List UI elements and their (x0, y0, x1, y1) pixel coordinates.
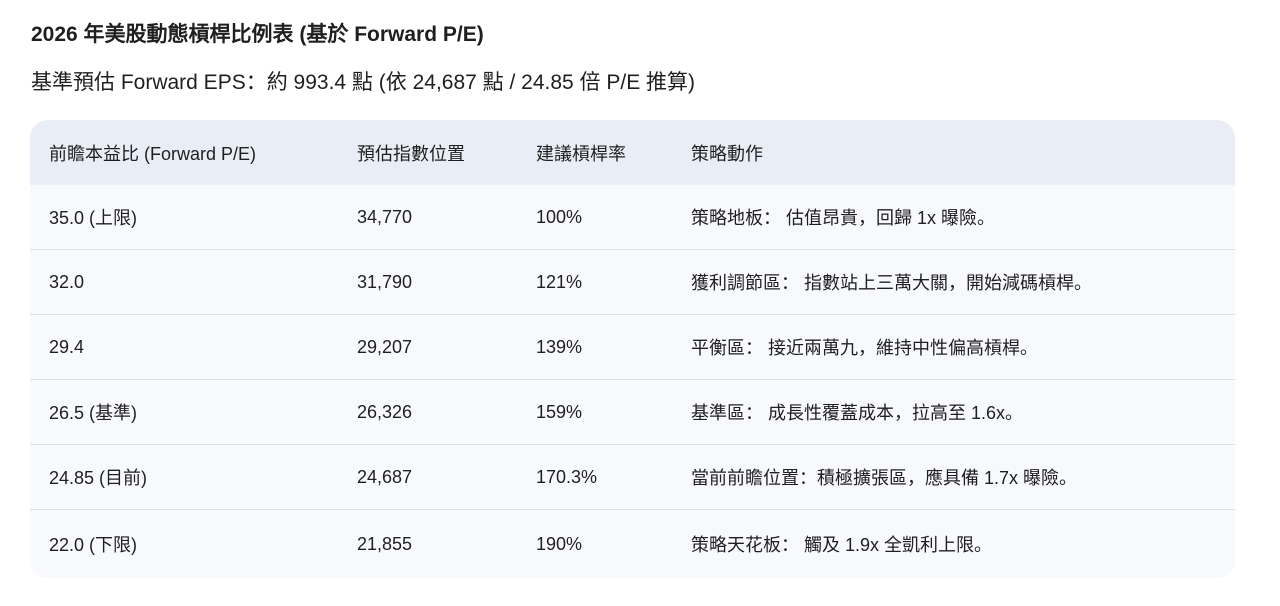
table-row: 22.0 (下限) 21,855 190% 策略天花板： 觸及 1.9x 全凱利上限。 (30, 510, 1235, 578)
cell-leverage: 170.3% (536, 466, 598, 487)
cell-index-level: 26,326 (357, 401, 413, 422)
table-row: 26.5 (基準) 26,326 159% 基準區： 成長性覆蓋成本，拉高至 1.6x… (30, 380, 1235, 445)
cell-forward-pe: 22.0 (下限) (49, 535, 138, 555)
cell-index-level: 34,770 (357, 206, 413, 227)
cell-forward-pe: 26.5 (基準) (49, 403, 138, 423)
page-subtitle: 基準預估 Forward EPS：約 993.4 點 (依 24,687 點 /… (31, 71, 696, 94)
cell-strategy: 策略地板： 估值昂貴，回歸 1x 曝險。 (691, 208, 996, 228)
cell-index-level: 24,687 (357, 466, 413, 487)
cell-leverage: 190% (536, 533, 583, 554)
cell-strategy: 獲利調節區： 指數站上三萬大關，開始減碼槓桿。 (691, 273, 1092, 293)
table-row: 29.4 29,207 139% 平衡區： 接近兩萬九，維持中性偏高槓桿。 (30, 315, 1235, 380)
cell-index-level: 31,790 (357, 271, 413, 292)
cell-strategy: 基準區： 成長性覆蓋成本，拉高至 1.6x。 (691, 403, 1024, 423)
page-title: 2026 年美股動態槓桿比例表 (基於 Forward P/E) (31, 23, 484, 46)
cell-leverage: 121% (536, 271, 583, 292)
cell-index-level: 21,855 (357, 533, 413, 554)
table-header: 前瞻本益比 (Forward P/E) 預估指數位置 建議槓桿率 策略動作 (30, 120, 1235, 185)
cell-forward-pe: 32.0 (49, 271, 85, 292)
header-strategy: 策略動作 (691, 143, 763, 164)
cell-leverage: 139% (536, 336, 583, 357)
table-row: 24.85 (目前) 24,687 170.3% 當前前瞻位置：積極擴張區，應具備 1… (30, 445, 1235, 510)
table-row: 35.0 (上限) 34,770 100% 策略地板： 估值昂貴，回歸 1x 曝險。 (30, 185, 1235, 250)
cell-forward-pe: 35.0 (上限) (49, 208, 138, 228)
cell-strategy: 平衡區： 接近兩萬九，維持中性偏高槓桿。 (691, 338, 1038, 358)
cell-strategy: 當前前瞻位置：積極擴張區，應具備 1.7x 曝險。 (691, 468, 1078, 488)
cell-index-level: 29,207 (357, 336, 413, 357)
cell-leverage: 159% (536, 401, 583, 422)
header-forward-pe: 前瞻本益比 (Forward P/E) (49, 143, 257, 164)
cell-strategy: 策略天花板： 觸及 1.9x 全凱利上限。 (691, 535, 993, 555)
leverage-table: 前瞻本益比 (Forward P/E) 預估指數位置 建議槓桿率 策略動作 35… (30, 120, 1235, 578)
header-index-level: 預估指數位置 (357, 143, 465, 164)
cell-forward-pe: 29.4 (49, 336, 85, 357)
table-row: 32.0 31,790 121% 獲利調節區： 指數站上三萬大關，開始減碼槓桿。 (30, 250, 1235, 315)
cell-forward-pe: 24.85 (目前) (49, 468, 148, 488)
cell-leverage: 100% (536, 206, 583, 227)
header-leverage: 建議槓桿率 (536, 143, 626, 164)
